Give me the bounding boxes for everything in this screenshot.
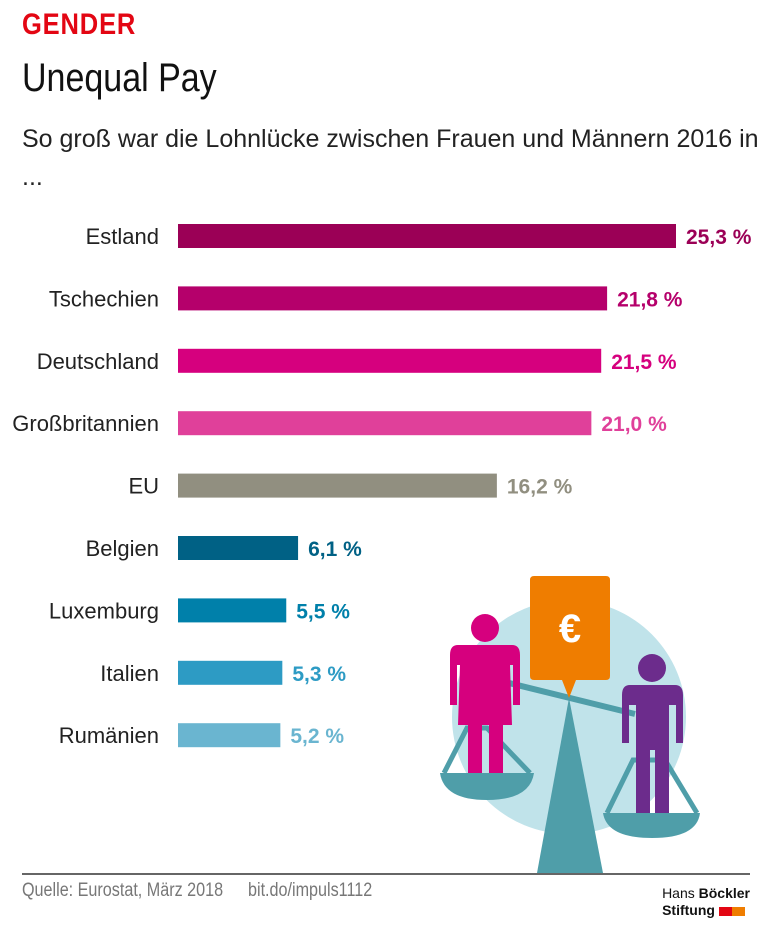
scale-illustration: € [440,576,700,873]
data-label: 21,0 % [601,413,667,436]
speech-bubble [530,576,610,698]
man-figure [622,654,683,813]
bar [178,348,602,373]
data-label: 21,8 % [617,288,683,311]
bar [178,286,608,311]
category-label: Großbritannien [12,411,159,436]
kicker: GENDER [22,8,137,41]
euro-icon: € [559,607,581,651]
category-label: Luxemburg [49,598,159,623]
data-label: 5,2 % [290,725,344,748]
category-label: Rumänien [59,723,159,748]
left-pan [440,773,534,800]
source-link[interactable]: bit.do/impuls1112 [248,880,373,901]
category-label: EU [128,474,159,499]
data-label: 5,5 % [296,600,350,623]
hans-boeckler-logo: Hans Böckler Stiftung [662,885,750,918]
data-label: 6,1 % [308,538,362,561]
category-label: Deutschland [37,349,159,374]
source-note: Quelle: Eurostat, März 2018 [22,880,224,901]
category-label: Tschechien [49,286,159,311]
category-label: Belgien [86,536,159,561]
bar [178,411,592,436]
bar [178,598,287,623]
data-label: 21,5 % [611,351,677,374]
bar [178,473,497,498]
bar [178,536,299,560]
bar [178,660,283,685]
footer-divider [22,873,750,875]
data-label: 25,3 % [686,226,752,249]
data-label: 16,2 % [507,476,573,499]
woman-figure [450,614,520,773]
bar [178,224,676,248]
scale-beam [504,679,636,717]
scale-pillar [537,698,603,873]
subtitle: So groß war die Lohnlücke zwischen Fraue… [22,125,759,191]
right-pan [603,813,700,838]
category-label: Italien [100,661,159,686]
bar [178,723,281,748]
category-label: Estland [86,224,159,249]
data-label: 5,3 % [292,663,346,686]
page-title: Unequal Pay [22,56,217,100]
